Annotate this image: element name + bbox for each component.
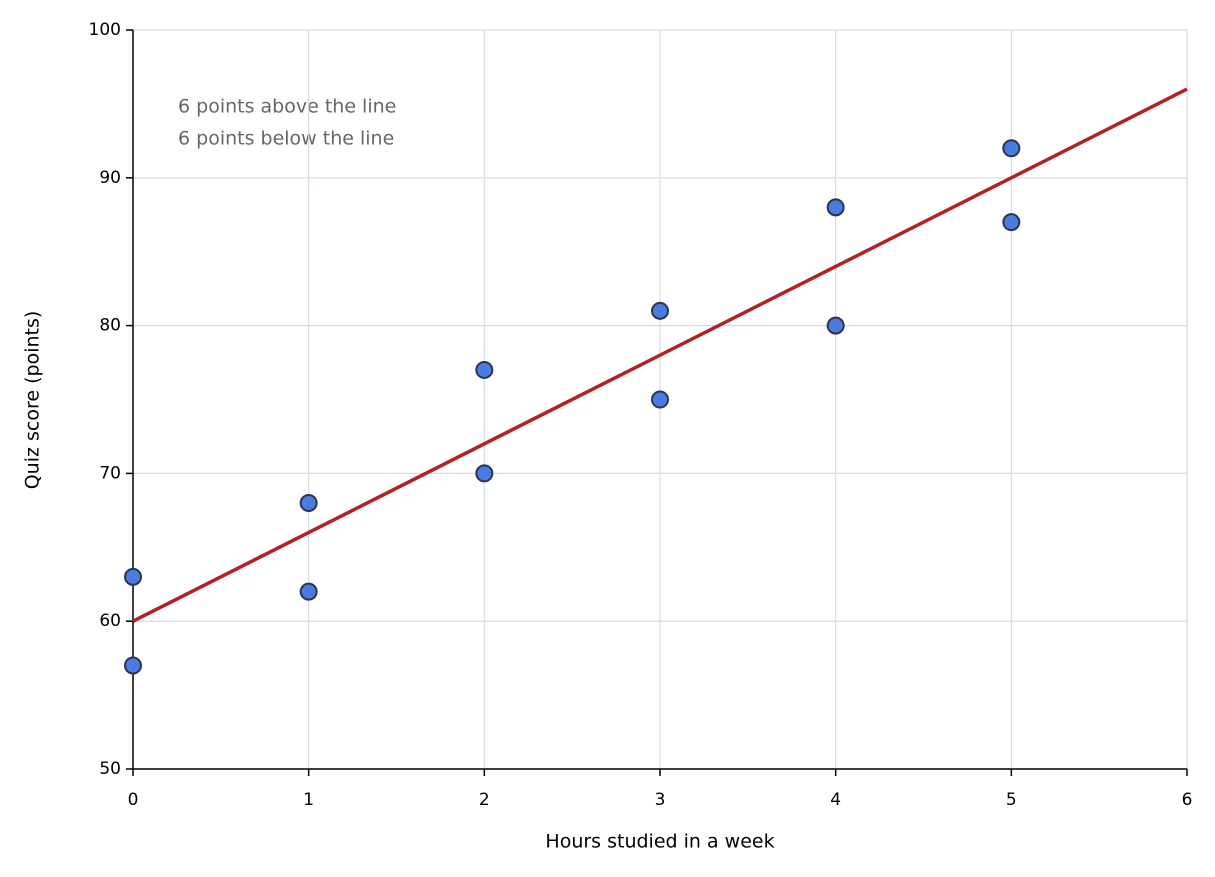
point [1002,139,1021,158]
x-tick-label: 4 [830,790,841,810]
x-tick-label: 6 [1182,790,1193,810]
point [299,582,318,601]
point [475,464,494,483]
point [826,316,845,335]
y-tick-label: 50 [99,759,121,779]
x-tick-label: 3 [655,790,666,810]
x-tick-label: 0 [128,790,139,810]
y-axis-label: Quiz score (points) [22,311,44,490]
point [826,198,845,217]
y-tick-label: 60 [99,611,121,631]
y-tick-label: 90 [99,168,121,188]
point [1002,213,1021,232]
x-tick-label: 5 [1006,790,1017,810]
point [651,301,669,320]
x-axis-label: Hours studied in a week [545,831,774,853]
fit-line [132,87,1188,623]
point [124,656,142,675]
y-tick-label: 80 [99,316,121,336]
annotation: 6 points above the line [178,96,396,118]
y-tick-label: 70 [99,463,121,483]
x-tick-label: 2 [479,790,490,810]
point [124,567,142,586]
y-tick-label: 100 [89,20,121,40]
point [475,360,494,379]
point [299,493,318,512]
x-tick-label: 1 [303,790,314,810]
point [651,390,669,409]
annotation: 6 points below the line [178,128,394,150]
